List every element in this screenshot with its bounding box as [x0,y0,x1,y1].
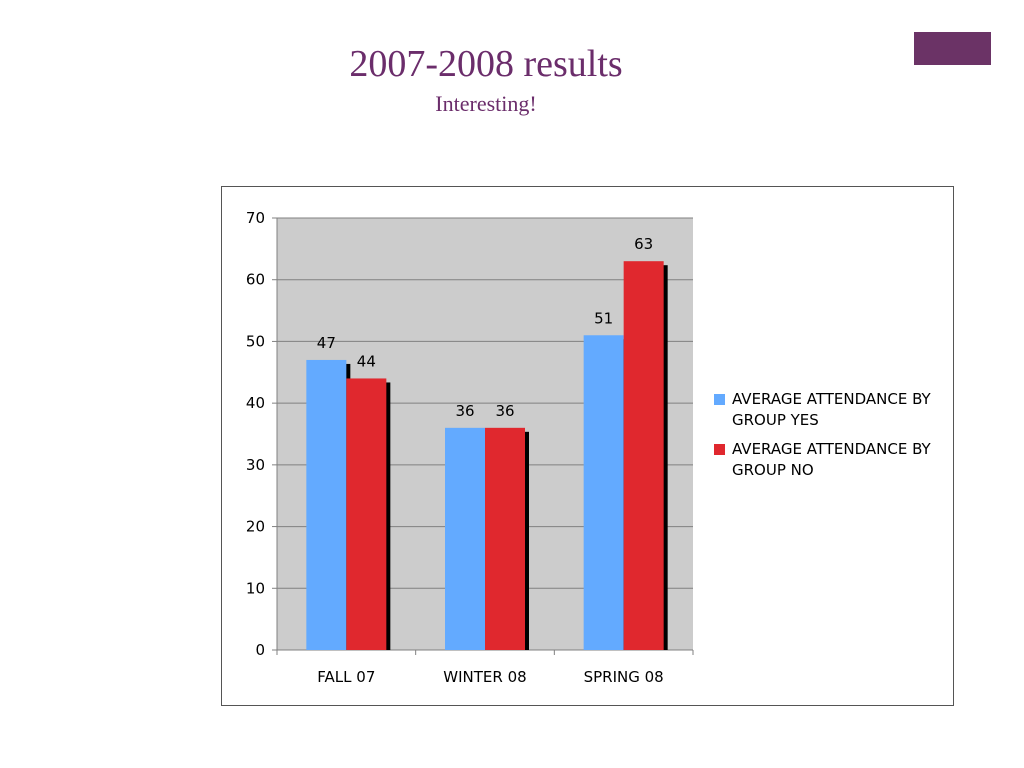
y-tick-label: 10 [246,579,265,597]
y-tick-label: 50 [246,332,265,350]
x-tick-label: SPRING 08 [584,668,664,686]
corner-accent-block [914,32,991,65]
legend-label-yes: AVERAGE ATTENDANCE BY GROUP YES [732,390,931,429]
bar-no [346,378,387,650]
bar-yes [445,427,485,650]
data-label: 36 [455,402,474,420]
chart-legend: AVERAGE ATTENDANCE BY GROUP YES AVERAGE … [714,389,954,489]
y-tick-label: 20 [246,518,265,536]
data-label: 44 [357,352,376,370]
y-tick-label: 70 [246,209,265,227]
slide-subtitle: Interesting! [435,91,537,116]
y-tick-label: 40 [246,394,265,412]
data-label: 36 [495,402,514,420]
x-tick-label: FALL 07 [317,668,375,686]
legend-item-no: AVERAGE ATTENDANCE BY GROUP NO [714,439,954,481]
chart-frame: 0 10 20 30 40 50 60 70 47 44 FALL 07 36 36 WINTER 08 5… [221,186,954,706]
bar-chart: 0 10 20 30 40 50 60 70 47 44 FALL 07 36 36 WINTER 08 5… [246,209,694,686]
y-tick-label: 60 [246,271,265,289]
y-tick-label: 30 [246,456,265,474]
legend-swatch-no [714,444,725,455]
bar-yes [583,335,624,650]
bar-yes [306,359,347,650]
data-label: 51 [594,309,613,327]
data-label: 47 [317,334,336,352]
bar-no [485,427,525,650]
legend-swatch-yes [714,394,725,405]
legend-item-yes: AVERAGE ATTENDANCE BY GROUP YES [714,389,954,431]
slide-title: 2007-2008 results [349,43,623,85]
legend-label-no: AVERAGE ATTENDANCE BY GROUP NO [732,440,931,479]
bar-no [623,261,664,650]
data-label: 63 [634,235,653,253]
y-tick-label: 0 [255,641,265,659]
x-tick-label: WINTER 08 [443,668,526,686]
